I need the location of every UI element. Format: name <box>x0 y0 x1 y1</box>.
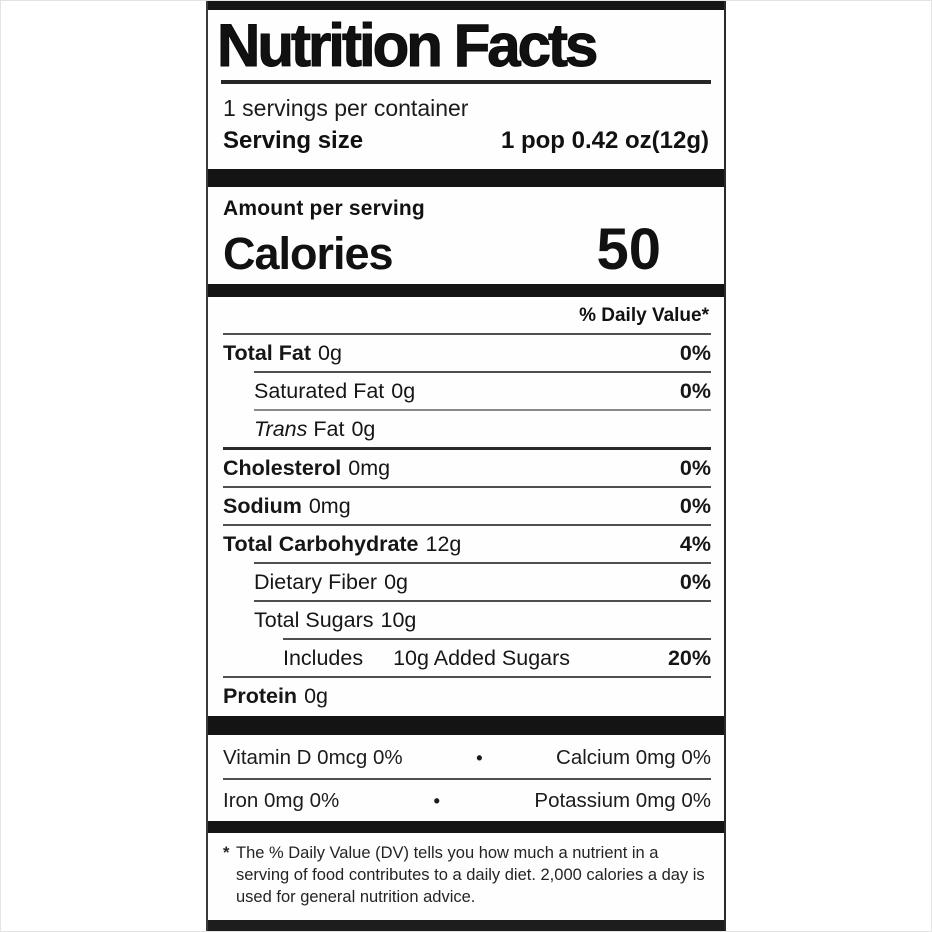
nutrient-name: Sodium <box>223 494 302 519</box>
nutrient-amount: 0g <box>351 417 376 442</box>
nutrient-daily-value: 0% <box>679 494 711 519</box>
nutrient-name: Saturated Fat <box>254 379 385 404</box>
nutrient-amount: 0g <box>391 379 416 404</box>
micronutrients-section: Vitamin D 0mcg 0% • Calcium 0mg 0% Iron … <box>208 737 724 821</box>
nutrient-amount: 0g <box>384 570 408 595</box>
row-dietary-fiber: Dietary Fiber 0g 0% <box>254 562 711 600</box>
nutrient-amount: 0g <box>304 684 328 709</box>
micronutrient-right: Potassium 0mg 0% <box>534 789 711 813</box>
nutrient-amount: 0mg <box>348 456 391 481</box>
row-sodium: Sodium 0mg 0% <box>223 486 711 524</box>
top-border-bar <box>208 1 724 10</box>
footnote-text: The % Daily Value (DV) tells you how muc… <box>236 844 705 906</box>
title-divider <box>221 80 711 85</box>
nutrient-name: Total Fat <box>223 341 311 366</box>
nutrient-daily-value: 0% <box>679 379 711 404</box>
calories-row: Calories 50 <box>208 221 724 284</box>
nutrient-amount: 10g Added Sugars <box>393 646 571 671</box>
daily-value-header: % Daily Value* <box>579 305 709 327</box>
protein-section-bar <box>208 716 724 736</box>
nutrient-daily-value: 0% <box>679 456 711 481</box>
nutrient-name-italic: Trans <box>254 417 308 442</box>
nutrient-daily-value: 4% <box>679 532 711 557</box>
row-cholesterol: Cholesterol 0mg 0% <box>223 447 711 486</box>
nutrient-amount: 12g <box>425 532 462 557</box>
row-saturated-fat: Saturated Fat 0g 0% <box>254 371 711 409</box>
bullet-separator-icon: • <box>433 791 440 812</box>
nutrient-name: Includes <box>283 646 364 671</box>
serving-size-label: Serving size <box>223 127 364 155</box>
bottom-border-bar <box>208 920 724 931</box>
serving-section-bar <box>208 169 724 188</box>
servings-per-container: 1 servings per container <box>223 95 469 122</box>
row-total-sugars: Total Sugars 10g <box>254 600 711 638</box>
calories-label: Calories <box>223 228 394 280</box>
nutrient-amount: 10g <box>380 608 417 633</box>
nutrient-name: Cholesterol <box>223 456 342 481</box>
nutrient-name: Total Carbohydrate <box>223 532 419 557</box>
micronutrient-left: Iron 0mg 0% <box>223 789 340 813</box>
micronutrient-row-vitd-calcium: Vitamin D 0mcg 0% • Calcium 0mg 0% <box>223 737 711 778</box>
nutrient-amount: 0mg <box>308 494 351 519</box>
nutrient-name: Dietary Fiber <box>254 570 378 595</box>
row-total-carbohydrate: Total Carbohydrate 12g 4% <box>223 524 711 562</box>
micronutrients-section-bar <box>208 821 724 834</box>
micronutrient-right: Calcium 0mg 0% <box>556 746 711 770</box>
serving-size-row: Serving size 1 pop 0.42 oz(12g) <box>208 124 724 169</box>
serving-size-value: 1 pop 0.42 oz(12g) <box>500 127 709 155</box>
micronutrient-row-iron-potassium: Iron 0mg 0% • Potassium 0mg 0% <box>223 778 711 821</box>
row-protein: Protein 0g <box>223 676 711 714</box>
footnote-asterisk: * <box>223 844 230 863</box>
nutrient-name: Fat <box>313 417 345 442</box>
nutrient-name: Total Sugars <box>254 608 374 633</box>
amount-per-serving-label: Amount per serving <box>223 197 425 221</box>
micronutrient-left: Vitamin D 0mcg 0% <box>223 746 403 770</box>
row-added-sugars: Includes 10g Added Sugars 20% <box>283 638 711 676</box>
nutrient-daily-value: 0% <box>679 341 711 366</box>
bullet-separator-icon: • <box>476 748 483 769</box>
nutrient-amount: 0g <box>317 341 342 366</box>
calories-section-bar <box>208 284 724 298</box>
label-title: Nutrition Facts <box>217 12 599 79</box>
nutrient-daily-value: 0% <box>679 570 711 595</box>
nutrient-daily-value: 20% <box>667 646 711 671</box>
nutrient-rows: Total Fat 0g 0% Saturated Fat 0g 0% Tran… <box>208 333 724 714</box>
calories-value: 50 <box>596 217 661 283</box>
daily-value-footnote: * The % Daily Value (DV) tells you how m… <box>208 833 724 916</box>
row-trans-fat: Trans Fat 0g <box>254 409 711 447</box>
nutrition-facts-label: Nutrition Facts 1 servings per container… <box>206 1 726 931</box>
row-total-fat: Total Fat 0g 0% <box>223 333 711 371</box>
nutrient-name: Protein <box>223 684 298 709</box>
